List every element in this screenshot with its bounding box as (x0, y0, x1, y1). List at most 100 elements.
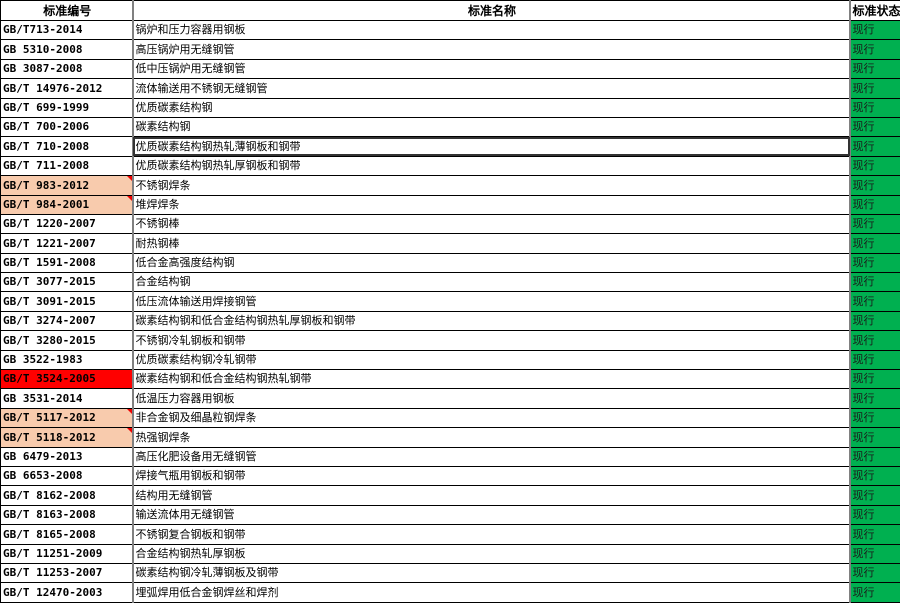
comment-indicator-icon[interactable] (126, 409, 132, 414)
table-row: GB/T 984-2001 堆焊焊条 现行 (0, 194, 900, 215)
name-cell[interactable]: 合金结构钢 (131, 272, 850, 293)
status-cell[interactable]: 现行 (848, 213, 900, 235)
code-cell[interactable]: GB/T 5117-2012 (0, 407, 133, 429)
name-cell[interactable]: 耐热钢棒 (131, 233, 850, 254)
status-cell[interactable]: 现行 (848, 272, 900, 293)
comment-indicator-icon[interactable] (126, 176, 132, 182)
status-cell[interactable]: 现行 (848, 524, 900, 545)
name-cell[interactable]: 热强钢焊条 (131, 427, 850, 448)
name-cell[interactable]: 堆焊焊条 (131, 194, 850, 215)
name-cell[interactable]: 非合金钢及细晶粒钢焊条 (131, 407, 850, 429)
code-cell[interactable]: GB/T 711-2008 (0, 155, 133, 177)
status-cell[interactable]: 现行 (848, 349, 900, 371)
status-cell[interactable]: 现行 (848, 19, 900, 41)
header-status[interactable]: 标准状态 (848, 0, 900, 21)
code-cell[interactable]: GB/T 8162-2008 (0, 485, 133, 506)
code-cell[interactable]: GB/T 699-1999 (0, 97, 133, 118)
status-cell[interactable]: 现行 (848, 291, 900, 312)
name-cell[interactable]: 锅炉和压力容器用钢板 (131, 19, 850, 41)
code-cell[interactable]: GB/T 14976-2012 (0, 78, 133, 99)
name-cell[interactable]: 结构用无缝钢管 (131, 485, 850, 506)
status-cell[interactable]: 现行 (848, 330, 900, 351)
code-cell[interactable]: GB 3531-2014 (0, 388, 133, 409)
code-cell[interactable]: GB/T 8165-2008 (0, 524, 133, 545)
code-cell[interactable]: GB 3522-1983 (0, 349, 133, 371)
name-cell[interactable]: 碳素结构钢 (131, 116, 850, 138)
status-cell[interactable]: 现行 (848, 252, 900, 274)
header-code[interactable]: 标准编号 (0, 0, 133, 21)
code-cell[interactable]: GB/T 8163-2008 (0, 504, 133, 526)
status-cell[interactable]: 现行 (848, 97, 900, 118)
code-cell[interactable]: GB/T 1591-2008 (0, 252, 133, 274)
code-cell[interactable]: GB/T 700-2006 (0, 116, 133, 138)
header-name[interactable]: 标准名称 (131, 0, 850, 21)
code-cell[interactable]: GB/T 11253-2007 (0, 562, 133, 584)
header-row: 标准编号 标准名称 标准状态 (0, 0, 900, 21)
code-cell[interactable]: GB 5310-2008 (0, 39, 133, 60)
code-cell[interactable]: GB/T 3280-2015 (0, 330, 133, 351)
name-cell[interactable]: 不锈钢复合钢板和钢带 (131, 524, 850, 545)
code-cell[interactable]: GB/T 3091-2015 (0, 291, 133, 312)
code-cell[interactable]: GB/T 3077-2015 (0, 272, 133, 293)
name-cell[interactable]: 低压流体输送用焊接钢管 (131, 291, 850, 312)
code-cell[interactable]: GB 6653-2008 (0, 465, 133, 487)
status-cell[interactable]: 现行 (848, 194, 900, 215)
status-cell[interactable]: 现行 (848, 233, 900, 254)
name-cell[interactable]: 合金结构钢热轧厚钢板 (131, 543, 850, 564)
name-cell[interactable]: 输送流体用无缝钢管 (131, 504, 850, 526)
status-cell[interactable]: 现行 (848, 136, 900, 157)
code-cell[interactable]: GB/T 710-2008 (0, 136, 133, 157)
code-cell[interactable]: GB/T 3524-2005 (0, 369, 133, 390)
status-cell[interactable]: 现行 (848, 310, 900, 332)
code-cell[interactable]: GB/T 983-2012 (0, 175, 133, 196)
name-cell[interactable]: 低合金高强度结构钢 (131, 252, 850, 274)
status-cell[interactable]: 现行 (848, 369, 900, 390)
code-cell[interactable]: GB/T 1221-2007 (0, 233, 133, 254)
table-row: GB/T 5118-2012 热强钢焊条 现行 (0, 427, 900, 448)
code-cell[interactable]: GB/T 12470-2003 (0, 582, 133, 603)
status-cell[interactable]: 现行 (848, 446, 900, 467)
status-cell[interactable]: 现行 (848, 155, 900, 177)
status-cell[interactable]: 现行 (848, 407, 900, 429)
name-cell[interactable]: 不锈钢焊条 (131, 175, 850, 196)
name-cell[interactable]: 碳素结构钢和低合金结构钢热轧钢带 (131, 369, 850, 390)
status-cell[interactable]: 现行 (848, 465, 900, 487)
name-cell[interactable]: 优质碳素结构钢热轧厚钢板和钢带 (131, 155, 850, 177)
code-cell[interactable]: GB 6479-2013 (0, 446, 133, 467)
status-cell[interactable]: 现行 (848, 543, 900, 564)
status-cell[interactable]: 现行 (848, 388, 900, 409)
code-cell[interactable]: GB/T 984-2001 (0, 194, 133, 215)
name-cell[interactable]: 焊接气瓶用钢板和钢带 (131, 465, 850, 487)
name-cell[interactable]: 优质碳素结构钢 (131, 97, 850, 118)
name-cell[interactable]: 流体输送用不锈钢无缝钢管 (131, 78, 850, 99)
status-cell[interactable]: 现行 (848, 504, 900, 526)
name-cell[interactable]: 高压锅炉用无缝钢管 (131, 39, 850, 60)
name-cell[interactable]: 优质碳素结构钢热轧薄钢板和钢带 (131, 136, 850, 157)
code-cell[interactable]: GB/T713-2014 (0, 19, 133, 41)
name-cell[interactable]: 高压化肥设备用无缝钢管 (131, 446, 850, 467)
code-cell[interactable]: GB/T 3274-2007 (0, 310, 133, 332)
status-cell[interactable]: 现行 (848, 562, 900, 584)
name-cell[interactable]: 低温压力容器用钢板 (131, 388, 850, 409)
name-cell[interactable]: 优质碳素结构钢冷轧钢带 (131, 349, 850, 371)
code-cell[interactable]: GB/T 1220-2007 (0, 213, 133, 235)
name-cell[interactable]: 碳素结构钢冷轧薄钢板及钢带 (131, 562, 850, 584)
status-cell[interactable]: 现行 (848, 58, 900, 80)
name-cell[interactable]: 埋弧焊用低合金钢焊丝和焊剂 (131, 582, 850, 603)
code-cell[interactable]: GB 3087-2008 (0, 58, 133, 80)
status-cell[interactable]: 现行 (848, 78, 900, 99)
status-cell[interactable]: 现行 (848, 427, 900, 448)
status-cell[interactable]: 现行 (848, 485, 900, 506)
code-cell[interactable]: GB/T 11251-2009 (0, 543, 133, 564)
comment-indicator-icon[interactable] (126, 196, 132, 201)
name-cell[interactable]: 碳素结构钢和低合金结构钢热轧厚钢板和钢带 (131, 310, 850, 332)
status-cell[interactable]: 现行 (848, 175, 900, 196)
comment-indicator-icon[interactable] (126, 428, 132, 434)
status-cell[interactable]: 现行 (848, 39, 900, 60)
code-cell[interactable]: GB/T 5118-2012 (0, 427, 133, 448)
status-cell[interactable]: 现行 (848, 582, 900, 603)
status-cell[interactable]: 现行 (848, 116, 900, 138)
name-cell[interactable]: 不锈钢冷轧钢板和钢带 (131, 330, 850, 351)
name-cell[interactable]: 低中压锅炉用无缝钢管 (131, 58, 850, 80)
name-cell[interactable]: 不锈钢棒 (131, 213, 850, 235)
